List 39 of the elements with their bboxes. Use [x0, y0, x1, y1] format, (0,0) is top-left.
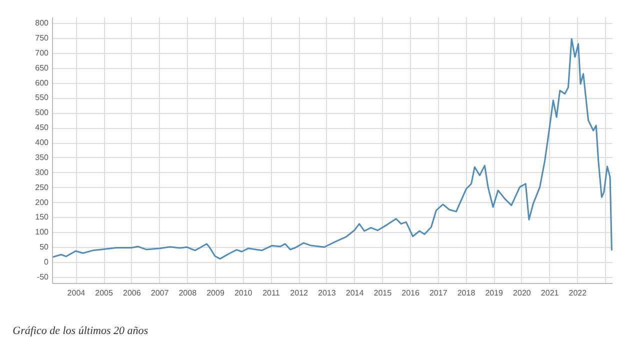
y-tick-label: 650 — [35, 63, 50, 72]
x-tick-label: 2007 — [150, 288, 170, 298]
x-tick-label: 2012 — [290, 288, 309, 298]
x-tick-label: 2011 — [262, 288, 280, 298]
x-tick-label: 2013 — [318, 288, 336, 298]
x-tick-label: 2008 — [178, 288, 198, 298]
x-tick-label: 2020 — [513, 288, 532, 298]
x-tick-label: 2015 — [374, 288, 392, 298]
text: Gráfico de los últimos 20 años — [12, 325, 148, 337]
y-tick-label: 100 — [35, 228, 50, 237]
x-tick-label: 2014 — [346, 288, 364, 298]
y-tick-label: -50 — [36, 272, 50, 282]
y-tick-label: 800 — [35, 18, 50, 28]
y-tick-label: 50 — [40, 242, 50, 252]
line-series — [52, 38, 612, 260]
x-tick-label: 2010 — [234, 288, 253, 298]
x-tick-label: 2017 — [429, 288, 448, 298]
y-tick-label: 550 — [35, 93, 50, 102]
y-tick-label: 350 — [35, 152, 50, 162]
x-tick-label: 2021 — [540, 288, 560, 298]
x-tick-label: 2022 — [568, 288, 588, 298]
y-tick-label: 450 — [35, 123, 50, 132]
x-tick-label: 2004 — [67, 288, 86, 298]
y-tick-label: 200 — [35, 198, 50, 207]
x-tick-label: 2009 — [206, 288, 225, 298]
y-tick-label: 300 — [35, 168, 50, 177]
y-tick-label: 500 — [35, 108, 50, 118]
y-tick-label: 750 — [35, 33, 50, 42]
y-tick-label: 400 — [35, 138, 50, 148]
x-tick-label: 2005 — [95, 288, 114, 298]
y-tick-label: 600 — [35, 78, 50, 88]
y-tick-label: 150 — [35, 212, 50, 222]
x-tick-label: 2006 — [123, 288, 142, 298]
x-tick-label: 2018 — [457, 288, 476, 298]
x-tick-label: 2016 — [402, 288, 420, 298]
x-tick-label: 2019 — [485, 288, 504, 298]
y-tick-label: 0 — [44, 258, 50, 267]
y-tick-label: 700 — [35, 48, 50, 58]
y-tick-label: 250 — [35, 182, 50, 192]
